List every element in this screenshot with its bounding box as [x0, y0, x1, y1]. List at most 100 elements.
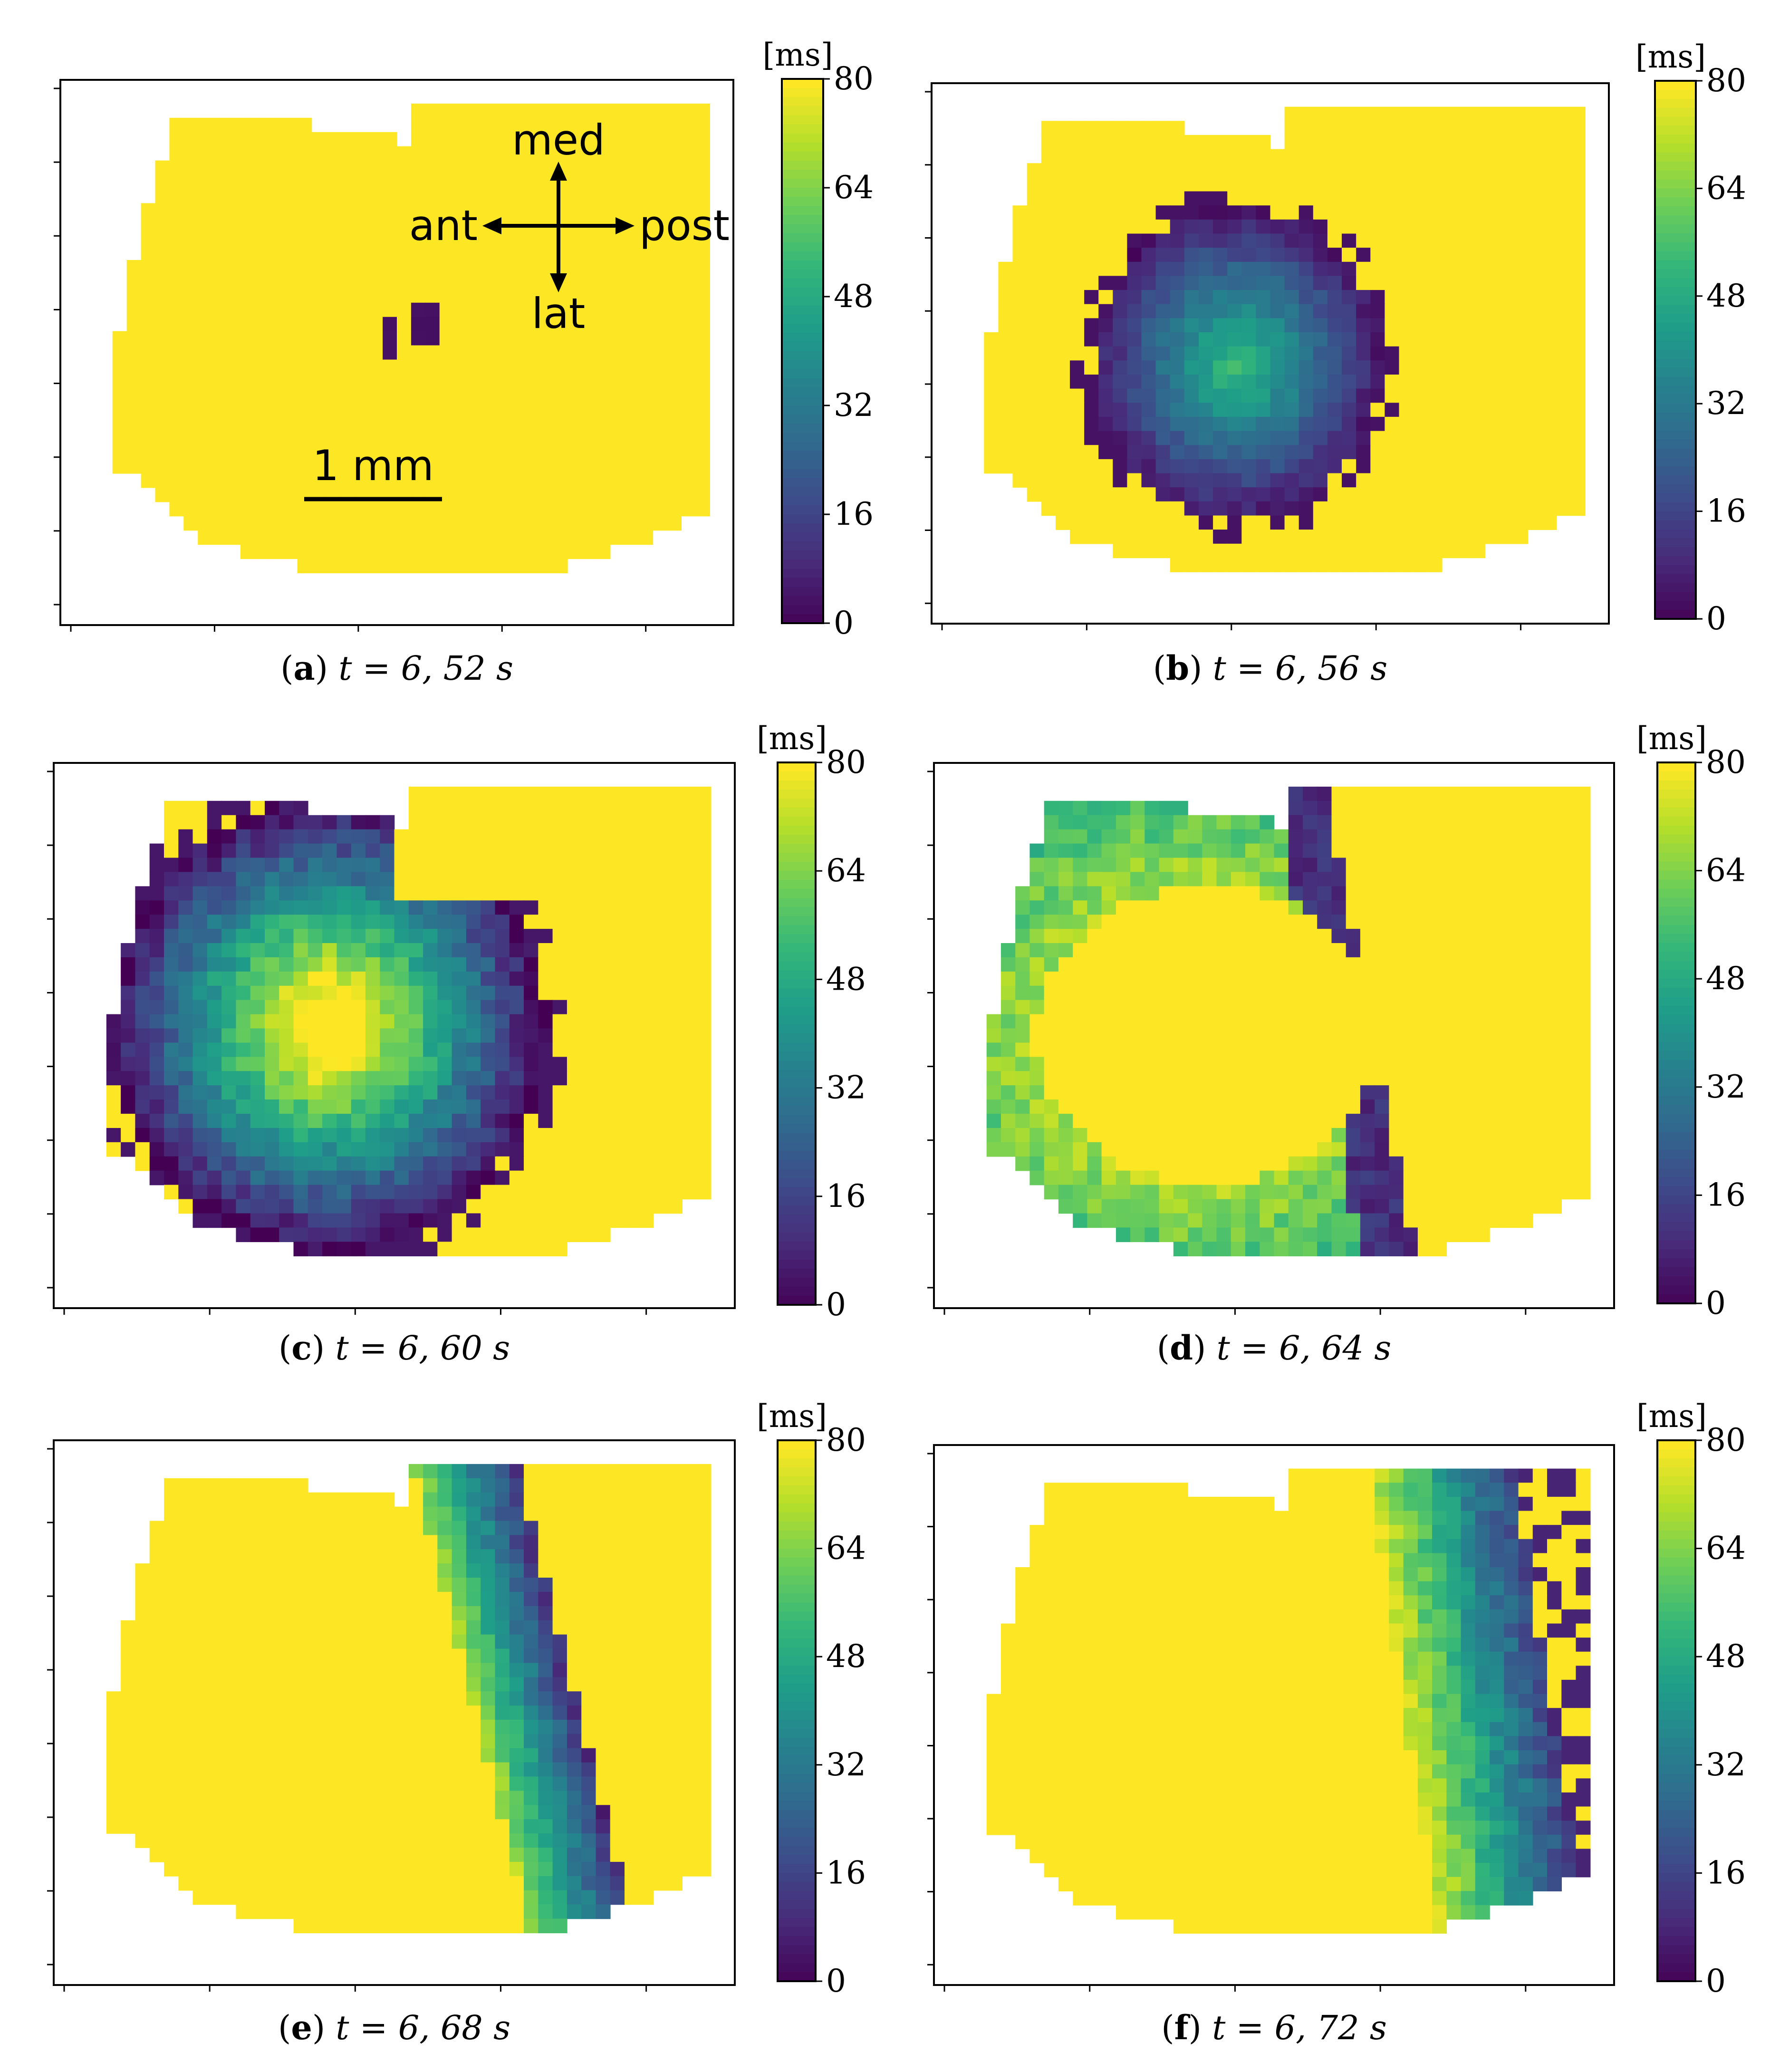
heatmap-cell	[265, 843, 280, 858]
heatmap-cell	[1213, 135, 1228, 150]
heatmap-cell	[397, 146, 412, 161]
heatmap-cell	[1199, 501, 1213, 516]
heatmap-cell	[311, 246, 327, 260]
heatmap-cell	[452, 1170, 467, 1185]
heatmap-cell	[1298, 515, 1314, 530]
heatmap-cell	[596, 1142, 611, 1157]
heatmap-cell	[596, 786, 611, 801]
heatmap-cell	[581, 1128, 596, 1143]
heatmap-cell	[397, 544, 412, 559]
heatmap-cell	[250, 900, 265, 915]
heatmap-cell	[1058, 829, 1073, 844]
heatmap-cell	[468, 445, 483, 460]
heatmap-cell	[1370, 346, 1385, 361]
heatmap-cell	[311, 331, 327, 346]
heatmap-cell	[1241, 487, 1257, 502]
colorbar-tick-label: 16	[1706, 493, 1746, 530]
heatmap-cell	[221, 971, 237, 986]
heatmap-cell	[1199, 543, 1213, 559]
heatmap-cell	[1432, 1057, 1447, 1072]
heatmap-cell	[1327, 403, 1342, 417]
heatmap-cell	[1356, 515, 1371, 530]
heatmap-cell	[1231, 900, 1246, 915]
heatmap-cell	[468, 117, 483, 133]
heatmap-cell	[1270, 248, 1285, 262]
heatmap-cell	[250, 957, 265, 972]
heatmap-cell	[351, 1085, 366, 1100]
heatmap-cell	[337, 829, 352, 844]
heatmap-cell	[1427, 135, 1443, 150]
heatmap-cell	[1532, 971, 1548, 986]
heatmap-cell	[1227, 233, 1242, 248]
heatmap-cell	[135, 1085, 150, 1100]
heatmap-cell	[1570, 403, 1586, 417]
heatmap-cell	[1288, 957, 1303, 972]
heatmap-cell	[1356, 205, 1371, 220]
heatmap-cell	[126, 288, 142, 303]
heatmap-cell	[1055, 431, 1070, 445]
heatmap-cell	[1513, 205, 1529, 220]
heatmap-cell	[495, 929, 510, 944]
heatmap-cell	[1499, 135, 1514, 150]
heatmap-cell	[1170, 261, 1185, 277]
heatmap-cell	[240, 146, 255, 161]
heatmap-cell	[1499, 346, 1514, 361]
heatmap-cell	[1256, 459, 1271, 474]
heatmap-cell	[178, 915, 193, 929]
heatmap-cell	[1370, 106, 1385, 121]
heatmap-cell	[496, 146, 511, 161]
heatmap-cell	[1127, 501, 1142, 516]
heatmap-cell	[1360, 915, 1375, 929]
heatmap-cell	[1041, 304, 1056, 319]
heatmap-cell	[1499, 219, 1514, 234]
heatmap-cell	[510, 274, 525, 289]
heatmap-cell	[481, 843, 496, 858]
heatmap-cell	[141, 217, 156, 232]
heatmap-cell	[1456, 501, 1471, 516]
heatmap-cell	[141, 274, 156, 289]
heatmap-cell	[1127, 375, 1142, 389]
heatmap-cell	[1542, 360, 1557, 375]
heatmap-cell	[653, 260, 668, 275]
heatmap-cell	[265, 915, 280, 929]
heatmap-cell	[552, 929, 567, 944]
colorbar-segment	[1655, 421, 1696, 431]
heatmap-cell	[681, 473, 696, 488]
heatmap-cell	[269, 274, 284, 289]
heatmap-cell	[1270, 459, 1285, 474]
heatmap-cell	[394, 1199, 409, 1214]
heatmap-cell	[1227, 388, 1242, 403]
heatmap-cell	[311, 431, 327, 445]
heatmap-cell	[1471, 459, 1485, 474]
heatmap-cell	[1528, 135, 1543, 150]
heatmap-cell	[1542, 501, 1557, 516]
heatmap-cell	[322, 943, 337, 958]
heatmap-cell	[1327, 360, 1342, 375]
heatmap-cell	[596, 516, 611, 531]
heatmap-cell	[639, 957, 654, 972]
heatmap-cell	[539, 260, 554, 275]
heatmap-cell	[524, 1156, 539, 1171]
heatmap-cell	[1461, 1071, 1476, 1086]
heatmap-cell	[240, 544, 255, 559]
heatmap-cell	[221, 1170, 237, 1185]
heatmap-cell	[596, 900, 611, 915]
heatmap-cell	[1370, 388, 1385, 403]
heatmap-cell	[380, 1156, 395, 1171]
heatmap-cell	[1461, 858, 1476, 873]
heatmap-cell	[212, 345, 227, 360]
heatmap-cell	[639, 1028, 654, 1043]
heatmap-cell	[1202, 1114, 1217, 1128]
heatmap-cell	[1256, 501, 1271, 516]
heatmap-cell	[638, 203, 654, 218]
heatmap-cell	[293, 957, 308, 972]
heatmap-cell	[236, 1156, 251, 1171]
colorbar-segment	[782, 169, 823, 179]
heatmap-cell	[667, 943, 683, 958]
heatmap-cell	[1070, 248, 1085, 262]
heatmap-cell	[596, 1042, 611, 1058]
heatmap-cell	[653, 985, 668, 1001]
heatmap-cell	[1356, 459, 1371, 474]
heatmap-cell	[183, 317, 198, 332]
heatmap-cell	[1456, 276, 1471, 290]
